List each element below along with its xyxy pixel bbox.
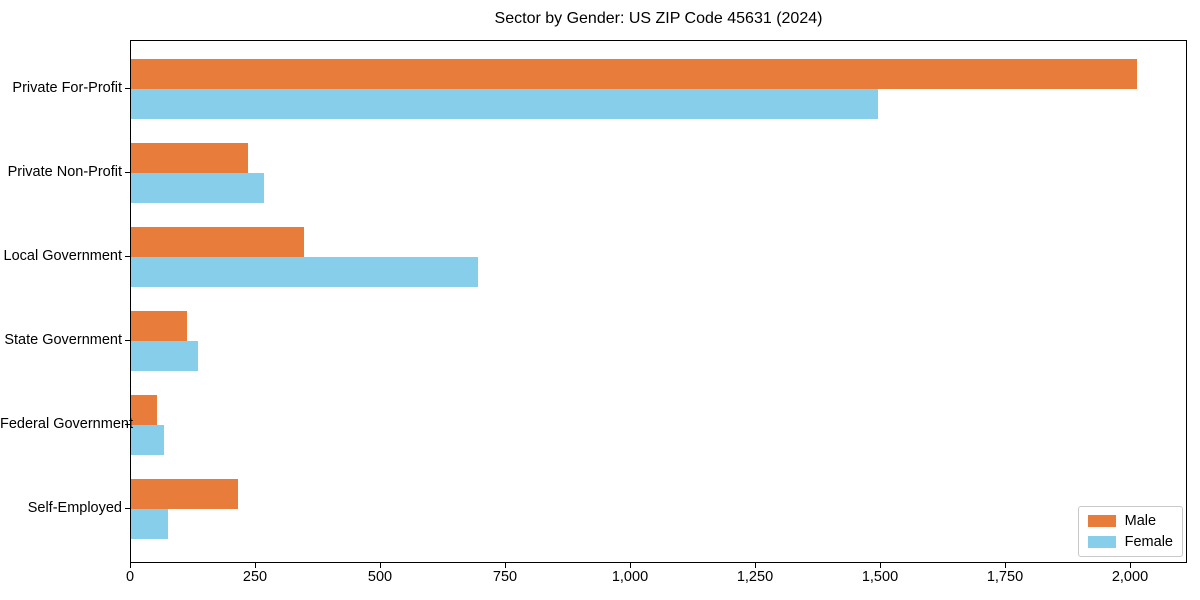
bar-female-self-employed	[131, 509, 168, 539]
x-tick-mark	[505, 563, 506, 568]
y-tick-label-state-government: State Government	[4, 332, 122, 348]
chart-title: Sector by Gender: US ZIP Code 45631 (202…	[494, 10, 823, 27]
legend-label-male: Male	[1124, 513, 1157, 529]
legend-item-male: Male	[1087, 513, 1173, 529]
bar-female-private-for-profit	[131, 89, 878, 119]
x-tick-mark	[255, 563, 256, 568]
bar-female-state-government	[131, 341, 198, 371]
bar-female-federal-government	[131, 425, 164, 455]
y-tick-label-private-for-profit: Private For-Profit	[12, 80, 122, 96]
bar-male-federal-government	[131, 395, 157, 425]
x-tick-label-0: 0	[125, 569, 135, 585]
bar-male-private-for-profit	[131, 59, 1137, 89]
bar-male-self-employed	[131, 479, 238, 509]
y-tick-label-local-government: Local Government	[3, 248, 122, 264]
legend-item-female: Female	[1087, 534, 1173, 550]
plot-area: Male Female	[130, 40, 1187, 563]
y-tick-mark	[125, 340, 130, 341]
y-tick-mark	[125, 172, 130, 173]
y-tick-mark	[125, 256, 130, 257]
bar-male-local-government	[131, 227, 304, 257]
y-tick-mark	[125, 508, 130, 509]
x-tick-mark	[130, 563, 131, 568]
x-tick-mark	[630, 563, 631, 568]
x-tick-mark	[880, 563, 881, 568]
x-tick-label-2-000: 2,000	[1111, 569, 1149, 585]
bar-male-state-government	[131, 311, 187, 341]
x-tick-mark	[1130, 563, 1131, 568]
legend-label-female: Female	[1124, 534, 1173, 550]
y-tick-label-federal-government: Federal Government	[0, 416, 133, 432]
y-tick-label-private-non-profit: Private Non-Profit	[7, 164, 122, 180]
x-tick-label-1-750: 1,750	[986, 569, 1024, 585]
bar-female-local-government	[131, 257, 478, 287]
x-tick-label-1-500: 1,500	[861, 569, 899, 585]
y-tick-mark	[125, 88, 130, 89]
legend: Male Female	[1077, 506, 1183, 557]
male-series-swatch	[1087, 515, 1116, 527]
y-tick-label-self-employed: Self-Employed	[27, 500, 122, 516]
bar-female-private-non-profit	[131, 173, 264, 203]
x-tick-label-750: 750	[492, 569, 518, 585]
x-tick-label-1-000: 1,000	[611, 569, 649, 585]
x-tick-label-1-250: 1,250	[736, 569, 774, 585]
x-tick-mark	[380, 563, 381, 568]
x-tick-label-500: 500	[367, 569, 393, 585]
y-tick-mark	[125, 424, 130, 425]
x-tick-mark	[755, 563, 756, 568]
x-tick-label-250: 250	[242, 569, 268, 585]
female-series-swatch	[1087, 536, 1116, 548]
bar-male-private-non-profit	[131, 143, 248, 173]
x-tick-mark	[1005, 563, 1006, 568]
